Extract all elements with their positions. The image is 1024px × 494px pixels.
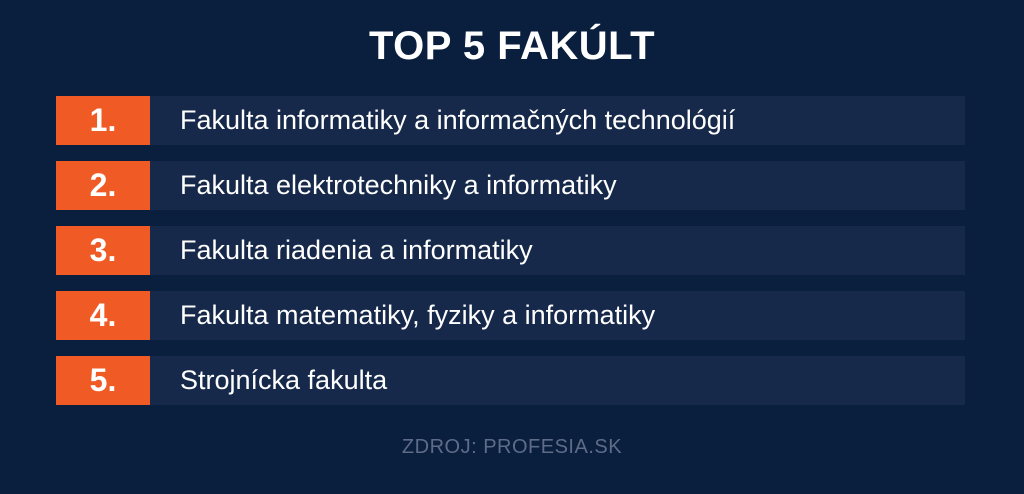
faculty-label: Fakulta elektrotechniky a informatiky [150,161,965,210]
list-item: 3. Fakulta riadenia a informatiky [56,226,965,275]
source-credit: ZDROJ: PROFESIA.SK [401,436,623,458]
rank-badge: 4. [56,291,150,340]
rank-badge: 2. [56,161,150,210]
ranking-list: 1. Fakulta informatiky a informačných te… [56,96,965,421]
faculty-label: Strojnícka fakulta [150,356,965,405]
list-item: 4. Fakulta matematiky, fyziky a informat… [56,291,965,340]
list-item: 1. Fakulta informatiky a informačných te… [56,96,965,145]
faculty-label: Fakulta informatiky a informačných techn… [150,96,965,145]
faculty-label: Fakulta riadenia a informatiky [150,226,965,275]
rank-badge: 3. [56,226,150,275]
rank-badge: 1. [56,96,150,145]
faculty-label: Fakulta matematiky, fyziky a informatiky [150,291,965,340]
page-title: TOP 5 FAKÚLT [368,24,656,68]
list-item: 2. Fakulta elektrotechniky a informatiky [56,161,965,210]
rank-badge: 5. [56,356,150,405]
list-item: 5. Strojnícka fakulta [56,356,965,405]
